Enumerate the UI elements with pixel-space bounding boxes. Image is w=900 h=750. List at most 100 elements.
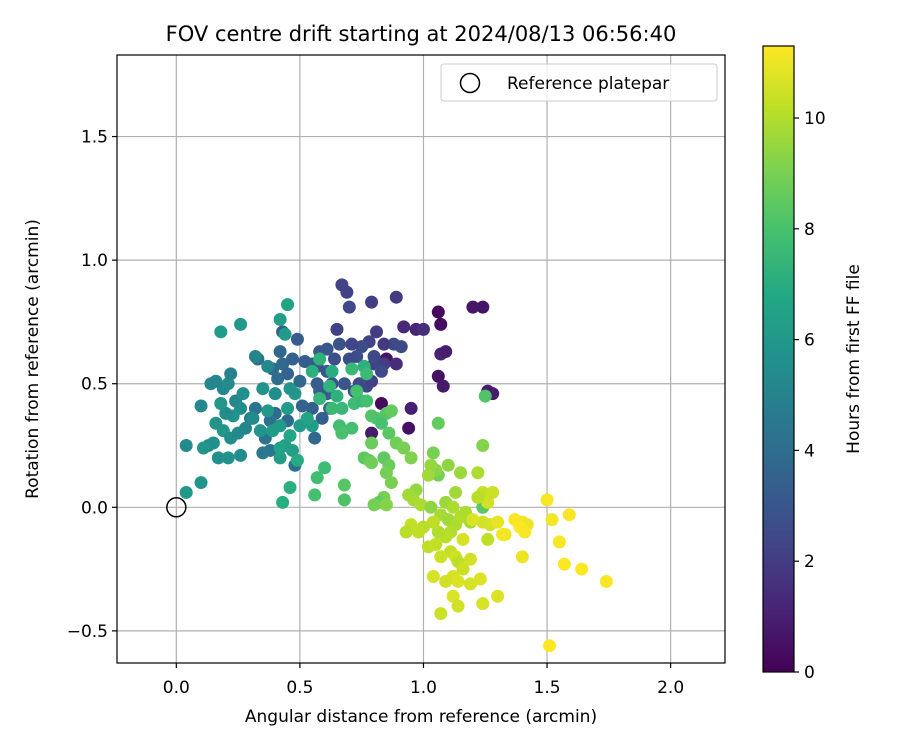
data-point [471, 490, 485, 504]
data-point [387, 337, 401, 351]
colorbar-label: Hours from first FF file [844, 264, 864, 454]
x-tick-label: 1.0 [410, 678, 437, 698]
y-axis-label: Rotation from reference (arcmin) [23, 219, 43, 499]
legend-box [440, 63, 718, 102]
data-point [285, 352, 299, 366]
data-point [374, 364, 388, 378]
data-point [424, 500, 438, 514]
data-point [256, 382, 270, 396]
colorbar: 0 2 4 6 8 10 Hours from first FF file [762, 45, 864, 683]
data-point [253, 424, 267, 438]
legend-marker-icon [459, 72, 481, 94]
colorbar-ticks: 0 2 4 6 8 10 [794, 109, 826, 683]
data-point [337, 377, 351, 391]
data-point [318, 461, 332, 475]
data-point [476, 300, 490, 314]
data-point [350, 384, 364, 398]
data-point [466, 513, 480, 527]
data-point [466, 300, 480, 314]
data-point [308, 488, 322, 502]
data-point [436, 379, 450, 393]
data-point [345, 421, 359, 435]
data-point [431, 369, 445, 383]
data-point [545, 513, 559, 527]
data-point [256, 446, 270, 460]
data-point [295, 399, 309, 413]
data-point [239, 421, 253, 435]
data-point [281, 401, 295, 415]
data-point [342, 300, 356, 314]
data-point [300, 411, 314, 425]
data-point [268, 387, 282, 401]
data-point [234, 317, 248, 331]
data-point [426, 515, 440, 529]
data-point [367, 498, 381, 512]
data-point [491, 515, 505, 529]
x-tick-label: 2.0 [657, 678, 684, 698]
data-point [426, 446, 440, 460]
data-point [332, 337, 346, 351]
data-point [305, 364, 319, 378]
colorbar-gradient [762, 45, 795, 673]
data-point [379, 498, 393, 512]
data-point [342, 352, 356, 366]
data-points [179, 278, 613, 653]
data-point [431, 525, 445, 539]
data-point [481, 532, 495, 546]
data-point [384, 404, 398, 418]
colorbar-tick-label: 6 [804, 331, 815, 351]
data-point [221, 377, 235, 391]
data-point [298, 354, 312, 368]
data-point [365, 426, 379, 440]
colorbar-tick-label: 10 [804, 109, 826, 129]
data-point [248, 401, 262, 415]
data-point [335, 426, 349, 440]
data-point [360, 367, 374, 381]
data-point [496, 527, 510, 541]
y-axis-ticks: −0.5 0.0 0.5 1.0 1.5 [67, 128, 117, 642]
data-point [429, 537, 443, 551]
data-point [281, 367, 295, 381]
data-point [283, 382, 297, 396]
data-point [384, 476, 398, 490]
data-point [290, 332, 304, 346]
data-point [404, 451, 418, 465]
data-point [234, 448, 248, 462]
data-point [330, 389, 344, 403]
data-point [599, 574, 613, 588]
colorbar-tick-label: 0 [804, 663, 815, 683]
data-point [439, 345, 453, 359]
chart-title: FOV centre drift starting at 2024/08/13 … [166, 22, 677, 46]
legend[interactable]: Reference platepar [440, 63, 718, 102]
data-point [446, 500, 460, 514]
data-point [283, 429, 297, 443]
data-point [515, 550, 529, 564]
data-point [221, 451, 235, 465]
reference-platepar-marker [166, 497, 187, 518]
data-point [367, 350, 381, 364]
data-point [285, 443, 299, 457]
data-point [416, 322, 430, 336]
data-point [441, 458, 455, 472]
data-point [337, 493, 351, 507]
data-point [293, 374, 307, 388]
x-tick-label: 0.0 [163, 678, 190, 698]
data-point [478, 389, 492, 403]
data-point [518, 525, 532, 539]
data-point [370, 325, 384, 339]
data-point [337, 478, 351, 492]
data-point [305, 401, 319, 415]
data-point [313, 392, 327, 406]
data-point [552, 535, 566, 549]
data-point [414, 498, 428, 512]
x-tick-label: 0.5 [286, 678, 313, 698]
data-point [219, 406, 233, 420]
data-point [290, 453, 304, 467]
data-point [476, 597, 490, 611]
data-point [456, 562, 470, 576]
data-point [463, 552, 477, 566]
x-tick-label: 1.5 [534, 678, 561, 698]
data-point [399, 525, 413, 539]
colorbar-tick-label: 2 [804, 552, 815, 572]
data-point [374, 416, 388, 430]
